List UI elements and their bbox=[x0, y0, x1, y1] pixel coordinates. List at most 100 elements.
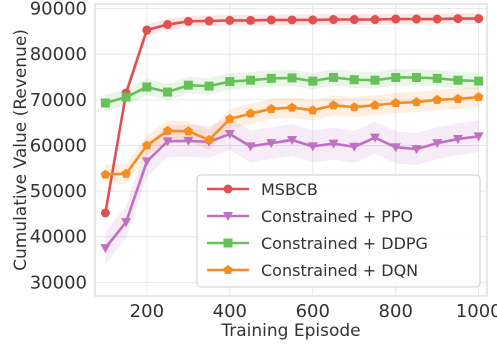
series-3-point bbox=[183, 80, 193, 90]
legend-swatch-marker bbox=[223, 265, 233, 275]
series-2-point bbox=[266, 139, 277, 149]
series-2-point bbox=[307, 142, 318, 152]
y-tick-label: 90000 bbox=[30, 0, 87, 20]
series-3-point bbox=[266, 73, 276, 83]
series-2-point bbox=[245, 142, 256, 152]
series-1-point bbox=[287, 15, 297, 25]
legend-label: MSBCB bbox=[261, 180, 318, 199]
series-3-point bbox=[411, 72, 421, 82]
series-1-point bbox=[308, 15, 318, 25]
series-3-point bbox=[370, 75, 380, 85]
series-4-band bbox=[105, 87, 479, 185]
series-2-point bbox=[287, 135, 298, 145]
tick-labels: 200 400 600 800 1000 30000 40000 50000 60000 7000… bbox=[30, 0, 497, 322]
series-2-point bbox=[100, 244, 111, 254]
y-tick-label: 80000 bbox=[30, 44, 87, 65]
series-4-point bbox=[121, 168, 131, 178]
series-3-point bbox=[287, 73, 297, 83]
series-4-point bbox=[349, 102, 360, 112]
series-2-point bbox=[121, 218, 132, 228]
y-tick-label: 70000 bbox=[30, 90, 87, 111]
series-1-point bbox=[370, 15, 380, 25]
series-4-point bbox=[204, 134, 214, 145]
x-tick-label: 1000 bbox=[456, 301, 497, 322]
series-1-point bbox=[246, 15, 256, 25]
series-4-point bbox=[370, 100, 380, 110]
series-4-point bbox=[162, 125, 173, 135]
series-4-point bbox=[287, 102, 297, 112]
series-3-point bbox=[453, 75, 463, 85]
series-2-point bbox=[432, 139, 443, 149]
x-tick-label: 800 bbox=[379, 301, 413, 322]
series-4-point bbox=[100, 169, 111, 179]
y-tick-label: 50000 bbox=[30, 181, 87, 202]
series-2-point bbox=[349, 142, 360, 152]
series-3-point bbox=[391, 72, 401, 82]
legend-label: Constrained + DDPG bbox=[261, 234, 428, 253]
series-1-point bbox=[225, 15, 235, 25]
series-3-point bbox=[225, 77, 235, 87]
legend: MSBCB Constrained + PPO Constrained + DDPG… bbox=[196, 174, 481, 288]
series-1-point bbox=[163, 20, 173, 30]
series-4-point bbox=[453, 93, 463, 103]
series-1-point bbox=[349, 15, 359, 25]
series-2-point bbox=[162, 137, 173, 147]
series-2-point bbox=[390, 143, 401, 153]
series-3-point bbox=[308, 76, 318, 86]
series-3-point bbox=[142, 82, 152, 92]
series-3-point bbox=[246, 75, 256, 85]
legend-swatch-marker bbox=[223, 184, 233, 194]
series-4-point bbox=[245, 108, 256, 118]
series-2-point bbox=[224, 130, 235, 140]
series-2-point bbox=[411, 145, 422, 155]
series-4-point bbox=[183, 126, 194, 136]
y-tick-label: 40000 bbox=[30, 227, 87, 248]
series-1-point bbox=[204, 16, 214, 26]
y-axis-label: Cumulative Value (Revenue) bbox=[11, 29, 31, 271]
series-4-point bbox=[390, 98, 401, 108]
series-4-point bbox=[432, 94, 442, 104]
legend-box bbox=[196, 174, 481, 288]
series-1-point bbox=[100, 208, 110, 218]
series-3-point bbox=[349, 75, 359, 85]
series-lines bbox=[100, 14, 484, 254]
series-2-point bbox=[473, 132, 484, 142]
series-2-point bbox=[328, 139, 339, 149]
series-3-point bbox=[432, 73, 442, 83]
series-4-point bbox=[411, 97, 422, 107]
series-4-point bbox=[142, 140, 152, 150]
series-4-point bbox=[473, 92, 484, 102]
series-3-point bbox=[474, 76, 484, 86]
series-1-point bbox=[266, 15, 276, 25]
x-tick-label: 600 bbox=[296, 301, 330, 322]
x-tick-label: 200 bbox=[130, 301, 164, 322]
series-1-point bbox=[411, 14, 421, 24]
series-1-point bbox=[474, 14, 484, 24]
y-tick-label: 60000 bbox=[30, 135, 87, 156]
series-3-point bbox=[100, 98, 110, 108]
series-3-point bbox=[204, 81, 214, 91]
legend-label: Constrained + PPO bbox=[261, 207, 413, 226]
series-2-point bbox=[370, 133, 380, 143]
series-1-point bbox=[142, 25, 152, 35]
series-2-point bbox=[452, 135, 463, 145]
series-2-point bbox=[141, 157, 152, 167]
legend-swatch-marker bbox=[223, 212, 233, 221]
x-tick-label: 400 bbox=[213, 301, 247, 322]
legend-label: Constrained + DQN bbox=[261, 261, 418, 280]
series-1-point bbox=[453, 14, 463, 24]
series-4-point bbox=[328, 100, 339, 110]
series-3-point bbox=[163, 87, 173, 97]
series-2-point bbox=[183, 136, 194, 146]
series-1-point bbox=[432, 14, 442, 24]
series-3-point bbox=[121, 92, 131, 102]
x-axis-label: Training Episode bbox=[220, 321, 360, 341]
series-4-point bbox=[266, 103, 277, 113]
series-2-band bbox=[105, 118, 479, 265]
series-1-point bbox=[391, 14, 401, 24]
legend-swatch-marker bbox=[223, 238, 233, 248]
series-1-point bbox=[183, 16, 193, 26]
series-3-point bbox=[329, 72, 339, 82]
series-4-point bbox=[225, 113, 235, 124]
